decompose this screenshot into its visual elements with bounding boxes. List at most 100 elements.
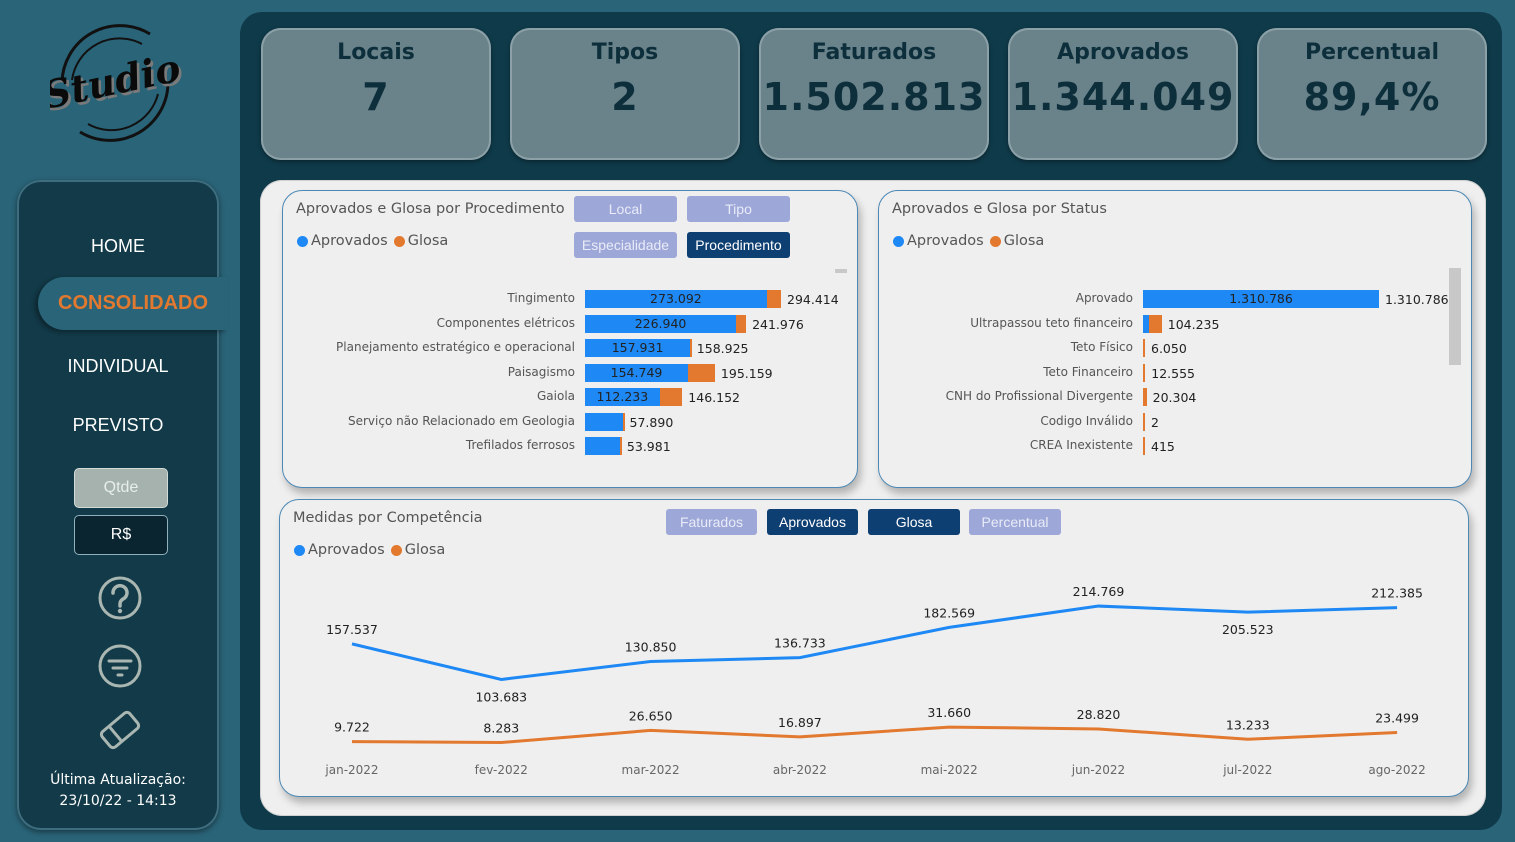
x-tick-label: jul-2022 <box>1222 763 1272 777</box>
bar-total-label: 20.304 <box>1152 390 1197 405</box>
x-tick-label: mai-2022 <box>921 763 978 777</box>
bar-aprovados[interactable] <box>585 290 767 308</box>
bar-glosa[interactable] <box>1143 437 1145 455</box>
qtde-toggle-button[interactable]: Qtde <box>74 468 168 508</box>
bar-category-label: Codigo Inválido <box>1040 413 1133 428</box>
data-label: 16.897 <box>778 715 822 730</box>
dimension-tipo-button[interactable]: Tipo <box>687 196 790 222</box>
measure-faturados-button[interactable]: Faturados <box>666 509 757 535</box>
bar-aprovados[interactable] <box>1143 290 1379 308</box>
legend: Aprovados Glosa <box>297 233 454 249</box>
studio-logo: Studio Studio <box>50 24 185 142</box>
legend-glosa[interactable]: Glosa <box>407 233 449 249</box>
bar-total-label: 53.981 <box>626 439 671 454</box>
bar-total-label: 241.976 <box>752 316 804 332</box>
nav-home[interactable]: HOME <box>91 236 145 256</box>
card-title: Aprovados e Glosa por Procedimento <box>296 201 565 217</box>
eraser-icon[interactable] <box>96 706 144 754</box>
x-tick-label: jan-2022 <box>324 763 378 777</box>
bar-category-label: Paisagismo <box>507 364 575 379</box>
currency-toggle-button[interactable]: R$ <box>74 515 168 555</box>
bar-category-label: Aprovado <box>1075 291 1133 305</box>
bar-glosa[interactable] <box>1143 412 1145 431</box>
bar-category-label: CNH do Profissional Divergente <box>945 389 1133 403</box>
bar-glosa[interactable] <box>1143 388 1147 406</box>
data-label: 182.569 <box>923 605 975 620</box>
legend-dot-glosa <box>989 235 1001 247</box>
bar-category-label: Teto Financeiro <box>1043 364 1133 379</box>
bar-aprovados[interactable] <box>585 363 689 382</box>
bar-aprovados[interactable] <box>585 412 623 431</box>
nav-consolidado[interactable]: CONSOLIDADO <box>38 277 228 330</box>
bar-glosa[interactable] <box>690 339 693 357</box>
bar-total-label: 415 <box>1151 439 1175 454</box>
bar-total-label: 6.050 <box>1151 341 1187 356</box>
last-update-label: Última Atualização: <box>50 772 186 788</box>
kpi-faturados: Faturados 1.502.813 <box>759 28 989 160</box>
measure-aprovados-button[interactable]: Aprovados <box>767 509 858 535</box>
bar-glosa[interactable] <box>1143 363 1146 382</box>
kpi-label: Tipos <box>591 40 659 65</box>
dimension-especialidade-button[interactable]: Especialidade <box>574 232 677 258</box>
bar-category-label: Trefilados ferrosos <box>465 438 575 452</box>
data-label: 13.233 <box>1226 717 1270 732</box>
legend-glosa[interactable]: Glosa <box>404 542 446 558</box>
data-label: 31.660 <box>927 705 971 720</box>
dimension-local-button[interactable]: Local <box>574 196 677 222</box>
data-label: 130.850 <box>625 640 677 655</box>
kpi-label: Aprovados <box>1057 40 1189 65</box>
bar-glosa[interactable] <box>1148 314 1162 333</box>
bar-inner-label: 157.931 <box>611 340 664 355</box>
data-label: 212.385 <box>1371 586 1423 601</box>
bar-glosa[interactable] <box>622 412 625 431</box>
legend-glosa[interactable]: Glosa <box>1003 233 1045 249</box>
measure-glosa-button[interactable]: Glosa <box>868 509 960 535</box>
bar-glosa[interactable] <box>620 437 623 455</box>
scroll-handle[interactable] <box>835 269 847 273</box>
scrollbar[interactable] <box>1449 268 1461 365</box>
bar-aprovados[interactable] <box>1143 314 1149 333</box>
sidebar: HOME CONSOLIDADO INDIVIDUAL PREVISTO Qtd… <box>17 180 228 830</box>
legend-aprovados[interactable]: Aprovados <box>311 233 388 249</box>
data-label: 23.499 <box>1375 710 1419 725</box>
legend-dot-glosa <box>390 544 402 556</box>
bar-glosa[interactable] <box>1143 339 1146 357</box>
kpi-tipos: Tipos 2 <box>510 28 740 160</box>
kpi-label: Locais <box>337 40 415 65</box>
filter-icon[interactable] <box>96 642 144 690</box>
bar-glosa[interactable] <box>766 290 781 308</box>
bar-aprovados[interactable] <box>585 388 660 406</box>
data-label: 9.722 <box>334 720 370 735</box>
kpi-percentual: Percentual 89,4% <box>1257 28 1487 160</box>
bar-aprovados[interactable] <box>585 314 737 333</box>
bar-category-label: Gaiola <box>536 389 575 403</box>
nav-individual[interactable]: INDIVIDUAL <box>67 356 169 376</box>
legend-dot-aprovados <box>893 235 904 247</box>
legend-aprovados[interactable]: Aprovados <box>308 542 385 558</box>
legend-aprovados[interactable]: Aprovados <box>907 233 984 249</box>
data-label: 103.683 <box>475 689 527 704</box>
help-icon[interactable] <box>96 574 144 622</box>
procedimento-card: Aprovados e Glosa por Procedimento Aprov… <box>282 190 858 488</box>
bar-glosa[interactable] <box>688 363 715 382</box>
kpi-aprovados: Aprovados 1.344.049 <box>1008 28 1238 160</box>
data-label: 8.283 <box>483 721 519 736</box>
line-glosa[interactable] <box>351 725 1398 745</box>
bar-category-label: Componentes elétricos <box>436 315 575 330</box>
x-tick-label: jun-2022 <box>1071 763 1125 777</box>
dimension-procedimento-button[interactable]: Procedimento <box>687 232 790 258</box>
bar-aprovados[interactable] <box>585 339 691 357</box>
measure-percentual-button[interactable]: Percentual <box>969 509 1061 535</box>
data-label: 28.820 <box>1077 707 1121 722</box>
bar-inner-label: 273.092 <box>650 291 702 306</box>
bar-aprovados[interactable] <box>585 437 621 455</box>
bar-total-label: 2 <box>1151 414 1159 430</box>
line-aprovados[interactable] <box>351 604 1398 682</box>
legend: Aprovados Glosa <box>893 233 1050 249</box>
nav-previsto[interactable]: PREVISTO <box>72 415 164 435</box>
report-canvas: Aprovados e Glosa por Procedimento Aprov… <box>260 180 1486 816</box>
data-label: 205.523 <box>1222 622 1274 637</box>
bar-glosa[interactable] <box>736 314 747 333</box>
bar-glosa[interactable] <box>659 388 683 406</box>
bar-total-label: 158.925 <box>696 341 749 356</box>
